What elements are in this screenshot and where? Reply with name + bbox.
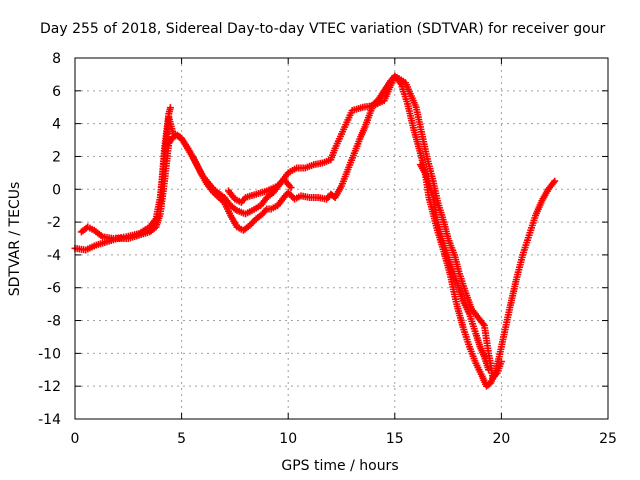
- series-branch-c: [156, 104, 493, 374]
- y-axis-label: SDTVAR / TECUs: [7, 182, 23, 297]
- x-tick-label: 0: [71, 431, 80, 447]
- data-point-marker: [497, 358, 505, 366]
- y-tick-label: -12: [38, 379, 61, 395]
- series-branch-b: [77, 72, 505, 382]
- data-points: [71, 72, 559, 390]
- x-axis-ticks: 0 5 10 15 20 25: [71, 58, 617, 447]
- chart-title: Day 255 of 2018, Sidereal Day-to-day VTE…: [40, 21, 606, 37]
- data-point-marker: [485, 366, 493, 374]
- x-axis-label: GPS time / hours: [281, 458, 398, 474]
- data-point-marker: [166, 104, 174, 112]
- y-tick-label: 6: [52, 84, 61, 100]
- y-axis-ticks: -14 -12 -10 -8 -6 -4 -2 0 2 4 6 8: [38, 51, 608, 428]
- x-tick-label: 15: [386, 431, 404, 447]
- y-tick-label: -14: [38, 412, 61, 428]
- plot-frame: [74, 57, 609, 420]
- y-tick-label: -8: [47, 314, 61, 330]
- x-tick-label: 20: [492, 431, 510, 447]
- x-tick-label: 25: [599, 431, 617, 447]
- y-tick-label: -4: [47, 248, 61, 264]
- y-tick-label: 8: [52, 51, 61, 67]
- x-tick-label: 5: [177, 431, 186, 447]
- y-tick-label: 0: [52, 182, 61, 198]
- y-tick-label: 2: [52, 149, 61, 165]
- y-tick-label: -2: [47, 215, 61, 231]
- x-tick-label: 10: [279, 431, 297, 447]
- y-tick-label: -6: [47, 281, 61, 297]
- data-point-marker: [551, 177, 559, 185]
- data-point-marker: [287, 184, 295, 192]
- y-tick-label: 4: [52, 117, 61, 133]
- grid: [75, 58, 608, 419]
- y-tick-label: -10: [38, 346, 61, 362]
